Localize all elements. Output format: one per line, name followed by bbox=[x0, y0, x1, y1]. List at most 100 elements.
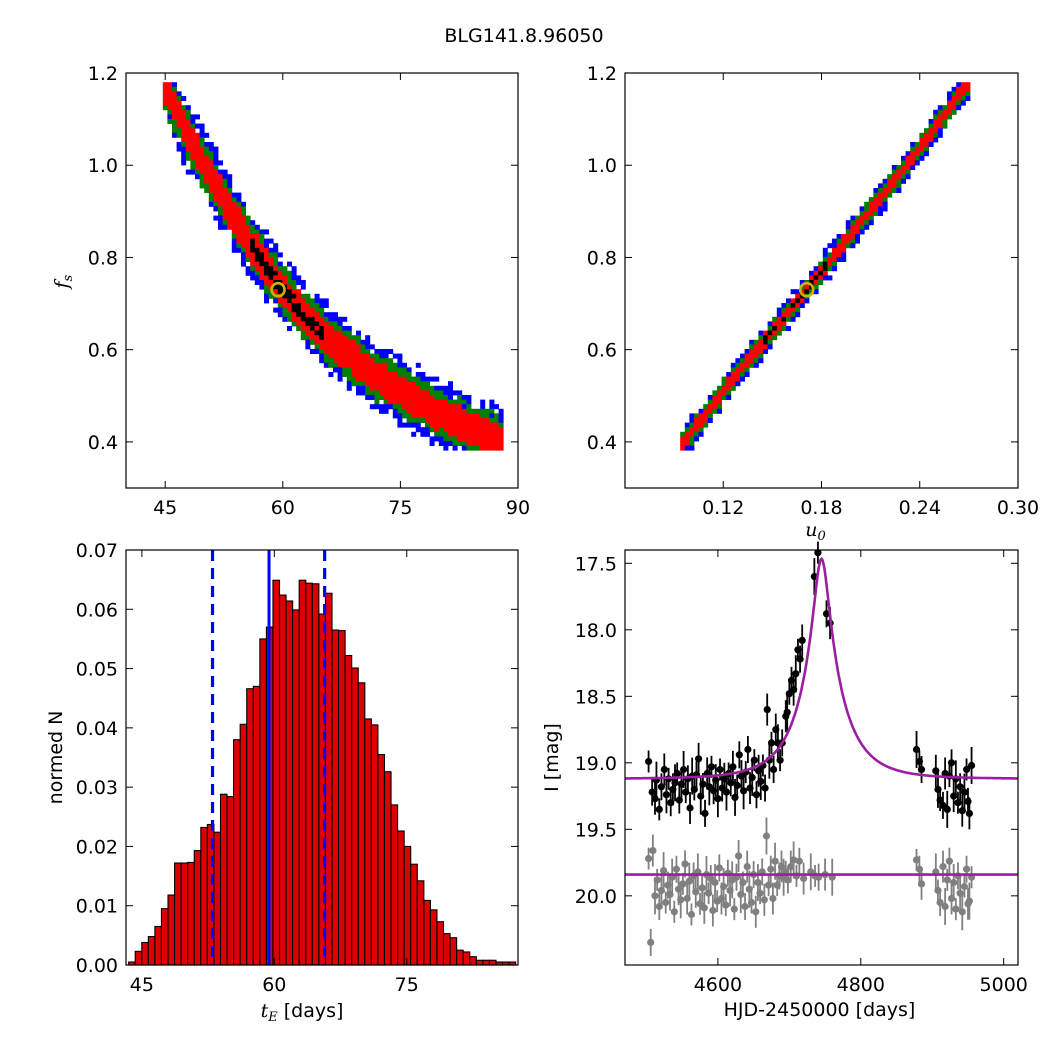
cell-4sigma bbox=[882, 178, 888, 184]
cell-4sigma bbox=[763, 349, 768, 354]
cell-4sigma bbox=[947, 96, 952, 101]
histogram-bar bbox=[364, 718, 372, 966]
cell-3sigma bbox=[818, 280, 824, 285]
cell-2sigma bbox=[241, 229, 246, 235]
cell-2sigma bbox=[342, 344, 348, 350]
cell-2sigma bbox=[383, 367, 389, 373]
cell-4sigma bbox=[259, 280, 265, 285]
cell-2sigma bbox=[392, 399, 398, 405]
cell-4sigma bbox=[254, 275, 260, 281]
cell-2sigma bbox=[305, 307, 311, 313]
cell-2sigma bbox=[919, 137, 925, 143]
cell-4sigma bbox=[845, 220, 851, 226]
cell-2sigma bbox=[181, 132, 187, 138]
data-point bbox=[760, 896, 768, 904]
cell-3sigma bbox=[965, 91, 971, 97]
cell-2sigma bbox=[466, 422, 472, 428]
cell-2sigma bbox=[305, 303, 311, 308]
cell-4sigma bbox=[365, 395, 371, 400]
cell-2sigma bbox=[195, 160, 200, 166]
data-point bbox=[735, 852, 743, 860]
heatmap-cells bbox=[680, 82, 971, 451]
cell-2sigma bbox=[369, 362, 375, 368]
cell-3sigma bbox=[195, 169, 200, 175]
data-point bbox=[936, 796, 944, 804]
cell-3sigma bbox=[494, 418, 499, 423]
cell-2sigma bbox=[333, 335, 338, 341]
cell-2sigma bbox=[836, 252, 842, 258]
cell-4sigma bbox=[429, 441, 435, 446]
data-point bbox=[657, 783, 666, 791]
cell-4sigma bbox=[208, 146, 214, 152]
cell-2sigma bbox=[264, 252, 269, 258]
data-point bbox=[814, 549, 822, 557]
cell-3sigma bbox=[291, 284, 297, 290]
cell-2sigma bbox=[319, 316, 325, 322]
cell-3sigma bbox=[457, 399, 463, 405]
cell-4sigma bbox=[356, 390, 361, 396]
cell-2sigma bbox=[712, 399, 718, 405]
cell-4sigma bbox=[296, 280, 302, 285]
cell-2sigma bbox=[227, 201, 233, 207]
cell-2sigma bbox=[259, 247, 265, 253]
cell-2sigma bbox=[475, 418, 481, 423]
cell-4sigma bbox=[694, 436, 699, 442]
x-axis-label-base: t bbox=[261, 1000, 269, 1022]
cell-2sigma bbox=[489, 445, 495, 451]
cell-3sigma bbox=[287, 316, 292, 322]
cell-2sigma bbox=[891, 183, 897, 189]
cell-2sigma bbox=[300, 298, 306, 304]
cell-4sigma bbox=[429, 436, 435, 442]
cell-2sigma bbox=[891, 174, 897, 180]
cell-2sigma bbox=[383, 362, 389, 368]
cell-3sigma bbox=[208, 151, 214, 157]
cell-2sigma bbox=[887, 188, 893, 193]
histogram-bar bbox=[410, 863, 418, 966]
cell-2sigma bbox=[392, 376, 398, 382]
cell-3sigma bbox=[703, 422, 709, 428]
cell-4sigma bbox=[379, 349, 384, 354]
cell-2sigma bbox=[694, 427, 699, 433]
cell-2sigma bbox=[208, 160, 214, 166]
cell-2sigma bbox=[300, 303, 306, 308]
histogram-bar bbox=[449, 937, 458, 966]
cell-3sigma bbox=[406, 376, 412, 382]
cell-4sigma bbox=[213, 215, 219, 221]
cell-2sigma bbox=[402, 376, 407, 382]
cell-3sigma bbox=[176, 96, 182, 101]
cell-4sigma bbox=[346, 381, 352, 387]
cell-3sigma bbox=[942, 119, 948, 124]
cell-3sigma bbox=[319, 312, 325, 318]
data-point bbox=[673, 769, 681, 778]
cell-3sigma bbox=[790, 312, 796, 318]
cell-3sigma bbox=[346, 376, 352, 382]
cell-4sigma bbox=[241, 257, 246, 262]
cell-2sigma bbox=[726, 385, 732, 391]
cell-2sigma bbox=[351, 358, 357, 364]
cell-2sigma bbox=[392, 381, 398, 387]
cell-2sigma bbox=[494, 436, 499, 442]
cell-3sigma bbox=[772, 335, 778, 341]
cell-4sigma bbox=[905, 174, 911, 180]
cell-2sigma bbox=[291, 289, 297, 295]
cell-4sigma bbox=[346, 385, 352, 391]
histogram-bar bbox=[462, 951, 471, 966]
histogram-bar bbox=[272, 579, 281, 966]
data-point bbox=[767, 865, 775, 873]
cell-4sigma bbox=[425, 376, 430, 382]
cell-2sigma bbox=[749, 349, 755, 354]
cell-3sigma bbox=[383, 399, 389, 405]
cell-3sigma bbox=[319, 349, 325, 354]
cell-2sigma bbox=[337, 358, 343, 364]
cell-2sigma bbox=[694, 422, 699, 428]
cell-2sigma bbox=[420, 408, 426, 414]
cell-4sigma bbox=[181, 146, 187, 152]
cell-2sigma bbox=[365, 362, 371, 368]
cell-2sigma bbox=[832, 257, 837, 262]
cell-3sigma bbox=[402, 367, 407, 373]
y-tick-label: 0.05 bbox=[76, 659, 118, 681]
cell-2sigma bbox=[429, 404, 435, 410]
data-point bbox=[707, 763, 716, 771]
cell-2sigma bbox=[471, 418, 476, 423]
cell-3sigma bbox=[236, 243, 242, 249]
